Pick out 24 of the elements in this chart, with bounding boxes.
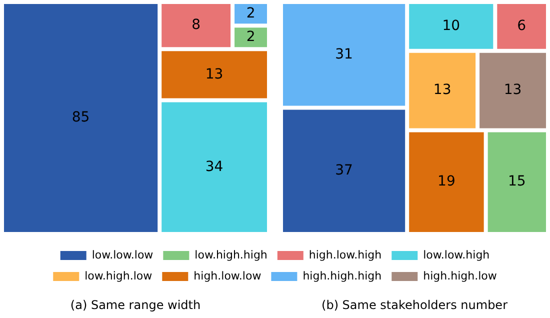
legend-label: high.high.low bbox=[423, 269, 497, 282]
legend-label: low.high.low bbox=[84, 269, 152, 282]
data-label: 37 bbox=[335, 162, 353, 179]
data-label: 2 bbox=[246, 5, 256, 22]
data-label: 8 bbox=[192, 17, 201, 34]
data-label: 6 bbox=[517, 18, 526, 34]
data-label: 2 bbox=[246, 29, 256, 46]
data-label: 15 bbox=[508, 174, 526, 190]
data-label: 19 bbox=[438, 174, 456, 190]
legend-label: high.low.high bbox=[308, 248, 382, 262]
data-label: 34 bbox=[205, 158, 224, 175]
legend-label: high.high.high bbox=[302, 269, 382, 282]
data-label: 10 bbox=[442, 18, 460, 34]
legend-label: high.low.low bbox=[194, 269, 262, 282]
data-label: 85 bbox=[72, 110, 90, 126]
category-label: (a) Same range width bbox=[70, 298, 201, 312]
data-label: 13 bbox=[504, 82, 522, 98]
legend-label: low.low.high bbox=[423, 248, 490, 262]
legend-label: low.low.low bbox=[92, 248, 154, 262]
data-label: 13 bbox=[205, 66, 224, 82]
legend-label: low.high.high bbox=[194, 248, 268, 262]
category-label: (b) Same stakeholders number bbox=[322, 298, 508, 312]
data-label: 31 bbox=[335, 46, 353, 63]
data-label: 13 bbox=[433, 82, 452, 98]
